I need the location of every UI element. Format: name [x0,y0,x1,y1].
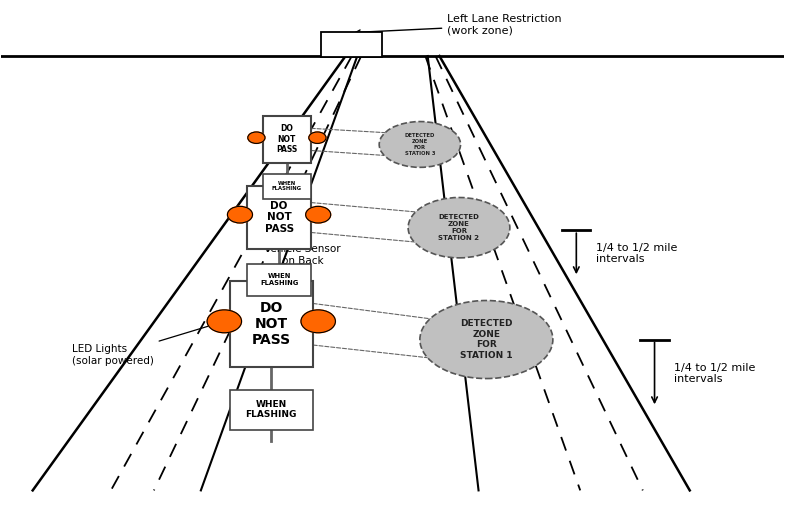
Text: WHEN
FLASHING: WHEN FLASHING [260,273,298,286]
FancyBboxPatch shape [263,116,311,163]
Text: DO
NOT
PASS: DO NOT PASS [276,124,298,154]
Text: LED Lights
(solar powered): LED Lights (solar powered) [71,322,221,366]
Circle shape [248,132,265,143]
Ellipse shape [408,198,509,258]
FancyBboxPatch shape [247,186,311,249]
Circle shape [305,207,330,223]
FancyBboxPatch shape [263,174,311,199]
Circle shape [228,207,253,223]
Circle shape [301,310,335,333]
FancyBboxPatch shape [230,281,312,367]
Circle shape [309,132,326,143]
Ellipse shape [420,301,553,379]
FancyBboxPatch shape [230,390,312,429]
Text: Left Lane Restriction
(work zone): Left Lane Restriction (work zone) [356,15,562,36]
Text: DETECTED
ZONE
FOR
STATION 1: DETECTED ZONE FOR STATION 1 [460,320,513,360]
Text: DETECTED
ZONE
FOR
STATION 2: DETECTED ZONE FOR STATION 2 [439,214,480,241]
Text: WHEN
FLASHING: WHEN FLASHING [272,180,302,191]
Text: WHEN
FLASHING: WHEN FLASHING [246,400,297,419]
FancyBboxPatch shape [247,264,311,295]
Text: 1/4 to 1/2 mile
intervals: 1/4 to 1/2 mile intervals [596,243,677,265]
Circle shape [207,310,242,333]
Text: DO
NOT
PASS: DO NOT PASS [252,301,290,347]
Text: Vehicle Sensor
on Back: Vehicle Sensor on Back [265,244,341,312]
Text: DO
NOT
PASS: DO NOT PASS [265,201,294,234]
Text: DETECTED
ZONE
FOR
STATION 3: DETECTED ZONE FOR STATION 3 [404,133,435,156]
Ellipse shape [379,121,461,167]
FancyBboxPatch shape [320,31,382,57]
Text: 1/4 to 1/2 mile
intervals: 1/4 to 1/2 mile intervals [674,362,755,384]
